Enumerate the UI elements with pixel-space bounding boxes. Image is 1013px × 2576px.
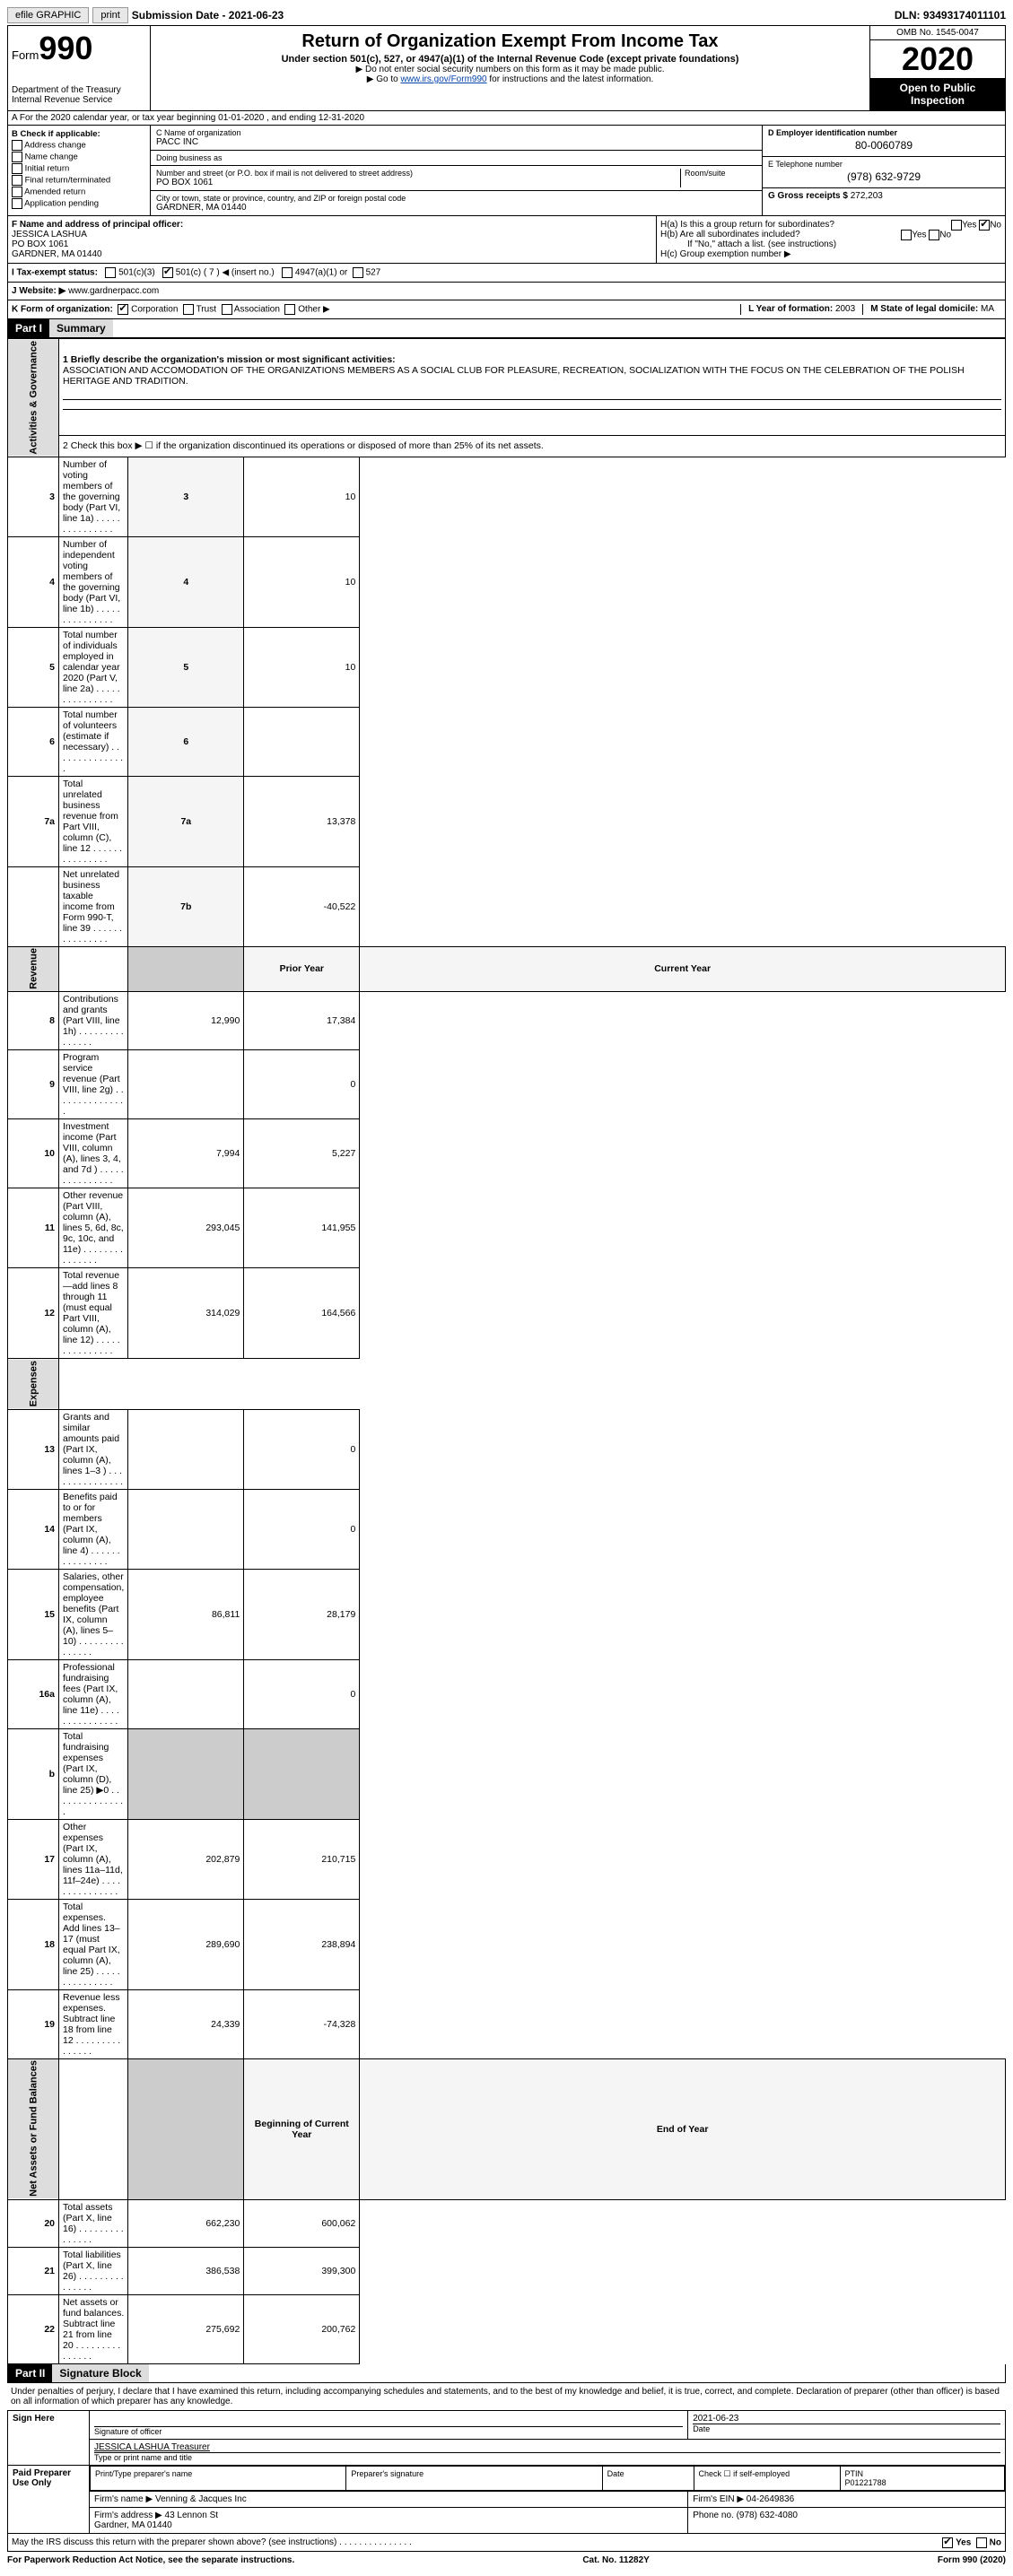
checkbox-final-return-terminated[interactable]: Final return/terminated <box>12 175 146 186</box>
tax-year: 2020 <box>870 40 1005 78</box>
sign-here: Sign Here <box>8 2410 90 2465</box>
table-row: 12Total revenue—add lines 8 through 11 (… <box>8 1268 1006 1359</box>
sidebar-netassets: Net Assets or Fund Balances <box>8 2058 59 2199</box>
table-row: 18Total expenses. Add lines 13–17 (must … <box>8 1899 1006 1989</box>
line-j: J Website: ▶ www.gardnerpacc.com <box>7 283 1006 300</box>
page-footer: For Paperwork Reduction Act Notice, see … <box>7 2552 1006 2569</box>
gross-receipts: 272,203 <box>851 191 883 201</box>
table-row: 15Salaries, other compensation, employee… <box>8 1569 1006 1659</box>
sidebar-governance: Activities & Governance <box>8 339 59 457</box>
firm-ein: 04-2649836 <box>747 2494 794 2504</box>
table-row: 8Contributions and grants (Part VIII, li… <box>8 992 1006 1050</box>
sig-date: 2021-06-23 <box>693 2414 1000 2424</box>
irs-link[interactable]: www.irs.gov/Form990 <box>400 74 486 84</box>
table-row: 10Investment income (Part VIII, column (… <box>8 1119 1006 1188</box>
efile-button[interactable]: efile GRAPHIC <box>7 7 89 23</box>
checkbox-amended-return[interactable]: Amended return <box>12 187 146 197</box>
box-deg: D Employer identification number 80-0060… <box>762 126 1005 215</box>
box-b: B Check if applicable: Address change Na… <box>8 126 151 215</box>
sidebar-expenses: Expenses <box>8 1359 59 1409</box>
omb-number: OMB No. 1545-0047 <box>870 26 1005 40</box>
city: GARDNER, MA 01440 <box>156 203 756 213</box>
open-inspection: Open to Public Inspection <box>870 78 1005 110</box>
submission-date-label: Submission Date - 2021-06-23 <box>132 9 284 22</box>
form-title: Return of Organization Exempt From Incom… <box>154 31 866 52</box>
officer-addr1: PO BOX 1061 <box>12 239 652 249</box>
checkbox-application-pending[interactable]: Application pending <box>12 198 146 209</box>
table-row: 9Program service revenue (Part VIII, lin… <box>8 1050 1006 1119</box>
top-toolbar: efile GRAPHIC print Submission Date - 20… <box>7 7 1006 23</box>
table-row: 5Total number of individuals employed in… <box>8 627 1006 707</box>
checkbox-name-change[interactable]: Name change <box>12 152 146 162</box>
checkbox-initial-return[interactable]: Initial return <box>12 163 146 174</box>
phone: (978) 632-9729 <box>768 169 1000 185</box>
table-row: 7aTotal unrelated business revenue from … <box>8 776 1006 866</box>
section-bcdeg: B Check if applicable: Address change Na… <box>7 126 1006 216</box>
table-row: 14Benefits paid to or for members (Part … <box>8 1489 1006 1569</box>
table-row: 6Total number of volunteers (estimate if… <box>8 707 1006 776</box>
checkbox-address-change[interactable]: Address change <box>12 140 146 151</box>
print-button[interactable]: print <box>92 7 127 23</box>
table-row: 16aProfessional fundraising fees (Part I… <box>8 1659 1006 1728</box>
may-irs-discuss: May the IRS discuss this return with the… <box>7 2534 1006 2552</box>
box-c: C Name of organization PACC INC Doing bu… <box>151 126 762 215</box>
form-subtitle: Under section 501(c), 527, or 4947(a)(1)… <box>154 54 866 65</box>
paid-preparer: Paid Preparer Use Only <box>8 2465 90 2533</box>
street: PO BOX 1061 <box>156 178 680 187</box>
dln: DLN: 93493174011101 <box>895 9 1006 22</box>
part2-header: Part IISignature Block <box>7 2364 1006 2383</box>
table-row: 21Total liabilities (Part X, line 26)386… <box>8 2247 1006 2294</box>
ein: 80-0060789 <box>768 137 1000 153</box>
table-row: 11Other revenue (Part VIII, column (A), … <box>8 1188 1006 1268</box>
officer-name: JESSICA LASHUA <box>12 230 652 239</box>
row-f-h: F Name and address of principal officer:… <box>7 216 1006 264</box>
signature-table: Sign Here Signature of officer 2021-06-2… <box>7 2410 1006 2534</box>
firm-name: Venning & Jacques Inc <box>155 2494 247 2504</box>
table-row: Net unrelated business taxable income fr… <box>8 866 1006 946</box>
note-ssn: ▶ Do not enter social security numbers o… <box>154 65 866 74</box>
officer-addr2: GARDNER, MA 01440 <box>12 249 652 259</box>
mission-text: ASSOCIATION AND ACCOMODATION OF THE ORGA… <box>63 365 965 387</box>
table-row: 22Net assets or fund balances. Subtract … <box>8 2294 1006 2363</box>
summary-table: Activities & Governance 1 Briefly descri… <box>7 338 1006 2364</box>
firm-phone: (978) 632-4080 <box>737 2511 798 2520</box>
table-row: 20Total assets (Part X, line 16)662,2306… <box>8 2199 1006 2247</box>
line-k: K Form of organization: Corporation Trus… <box>7 300 1006 319</box>
dept-treasury: Department of the Treasury Internal Reve… <box>12 85 146 105</box>
jurat: Under penalties of perjury, I declare th… <box>7 2383 1006 2410</box>
officer-printed: JESSICA LASHUA Treasurer <box>94 2442 1000 2452</box>
table-row: 19Revenue less expenses. Subtract line 1… <box>8 1989 1006 2058</box>
website: www.gardnerpacc.com <box>68 286 159 296</box>
note-link: ▶ Go to www.irs.gov/Form990 for instruct… <box>154 74 866 84</box>
table-row: 4Number of independent voting members of… <box>8 536 1006 627</box>
table-row: 17Other expenses (Part IX, column (A), l… <box>8 1819 1006 1899</box>
table-row: bTotal fundraising expenses (Part IX, co… <box>8 1728 1006 1819</box>
line-a: A For the 2020 calendar year, or tax yea… <box>7 111 1006 126</box>
form-number: Form990 <box>12 30 146 67</box>
org-name: PACC INC <box>156 137 756 147</box>
line-i: I Tax-exempt status: 501(c)(3) 501(c) ( … <box>7 264 1006 283</box>
form-header: Form990 Department of the Treasury Inter… <box>7 25 1006 111</box>
table-row: 13Grants and similar amounts paid (Part … <box>8 1409 1006 1489</box>
sidebar-revenue: Revenue <box>8 946 59 992</box>
table-row: 3Number of voting members of the governi… <box>8 457 1006 536</box>
part1-header: Part ISummary <box>7 319 1006 338</box>
